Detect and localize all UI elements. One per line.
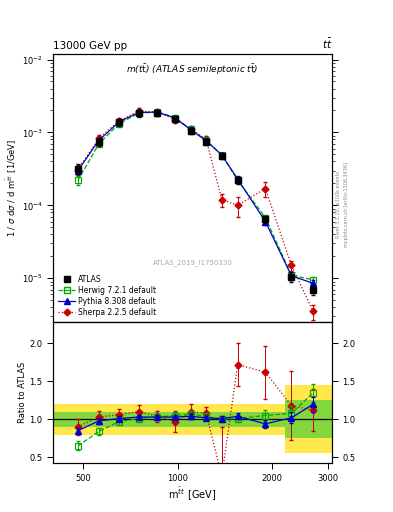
Y-axis label: Ratio to ATLAS: Ratio to ATLAS	[18, 362, 27, 423]
Y-axis label: 1 / $\sigma$ d$\sigma$ / d m$^{\bar{t}t\,}$ [1/GeV]: 1 / $\sigma$ d$\sigma$ / d m$^{\bar{t}t\…	[4, 139, 19, 237]
X-axis label: m$^{\bar{t}t\,}$ [GeV]: m$^{\bar{t}t\,}$ [GeV]	[168, 485, 217, 503]
Text: Rivet 3.1.10, ≥100k events: Rivet 3.1.10, ≥100k events	[336, 172, 341, 238]
Text: $t\bar{t}$: $t\bar{t}$	[321, 37, 332, 51]
Text: 13000 GeV pp: 13000 GeV pp	[53, 41, 127, 51]
Text: m(t$\bar{\rm t}$) (ATLAS semileptonic t$\bar{\rm t}$): m(t$\bar{\rm t}$) (ATLAS semileptonic t$…	[126, 62, 259, 77]
Text: mcplots.cern.ch [arXiv:1306.3436]: mcplots.cern.ch [arXiv:1306.3436]	[344, 162, 349, 247]
Legend: ATLAS, Herwig 7.2.1 default, Pythia 8.308 default, Sherpa 2.2.5 default: ATLAS, Herwig 7.2.1 default, Pythia 8.30…	[56, 273, 159, 319]
Text: ATLAS_2019_I1750330: ATLAS_2019_I1750330	[152, 260, 233, 266]
